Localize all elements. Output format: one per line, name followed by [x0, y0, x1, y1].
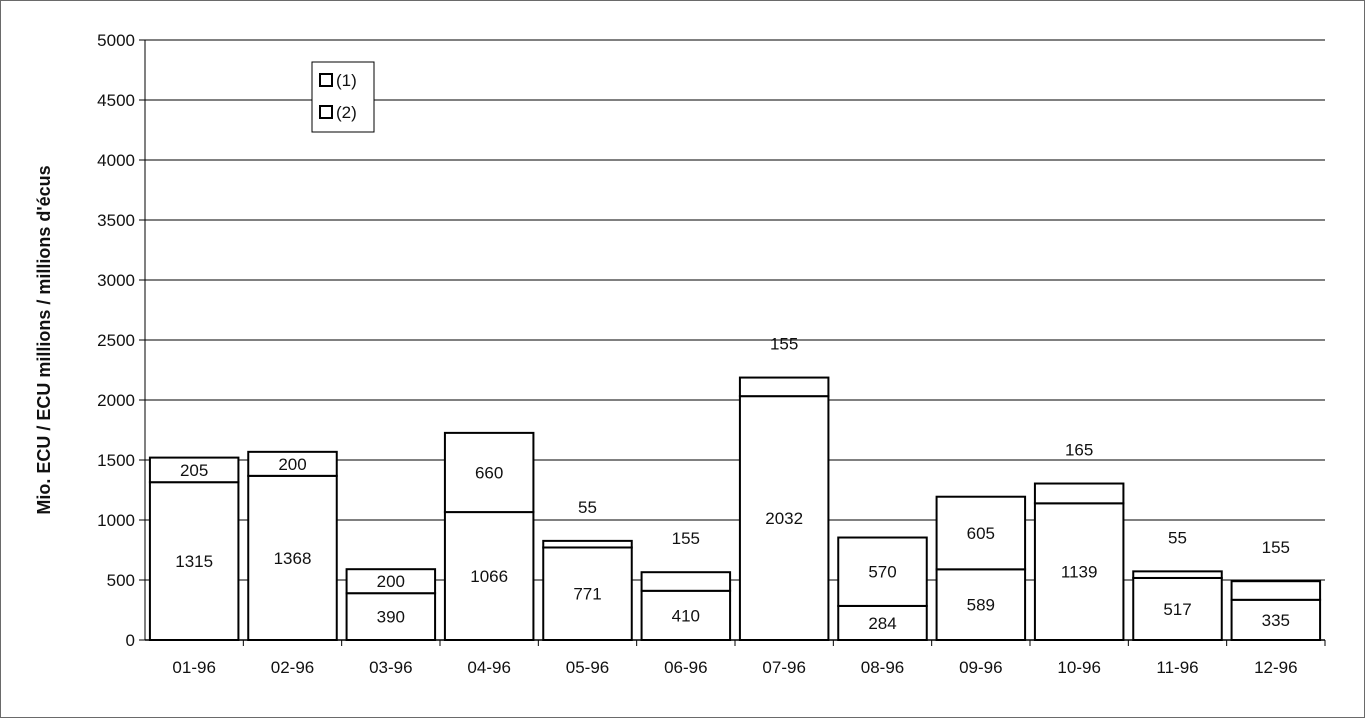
bar-series-2 [1230, 580, 1322, 601]
bar-series-2 [1132, 570, 1223, 579]
bar-series-1 [542, 546, 633, 641]
x-tick-label: 12-96 [1254, 658, 1297, 677]
data-label-series-1: 410 [672, 606, 700, 625]
bar-series-2 [1033, 482, 1125, 505]
x-tick-label: 10-96 [1057, 658, 1100, 677]
y-tick-label: 3500 [97, 211, 135, 230]
y-tick-label: 4500 [97, 91, 135, 110]
data-label-series-1: 771 [573, 585, 601, 604]
data-label-series-1: 589 [967, 596, 995, 615]
legend-swatch [319, 105, 333, 119]
y-tick-label: 0 [126, 631, 135, 650]
bar-series-2 [935, 495, 1027, 571]
data-label-series-1: 1066 [470, 567, 508, 586]
data-label-series-2: 55 [1168, 528, 1187, 547]
bar-series-1 [1230, 598, 1322, 641]
data-label-series-1: 1368 [274, 549, 312, 568]
data-label-series-1: 284 [868, 614, 896, 633]
x-tick-label: 04-96 [467, 658, 510, 677]
y-axis-label: Mio. ECU / ECU millions / millions d'écu… [34, 165, 54, 514]
x-tick-label: 07-96 [762, 658, 805, 677]
bar-series-2 [542, 539, 633, 549]
data-label-series-1: 2032 [765, 509, 803, 528]
legend-label: (1) [336, 71, 357, 90]
bar-series-2 [837, 536, 928, 607]
data-label-series-2: 155 [770, 335, 798, 354]
bar-series-2 [640, 571, 732, 592]
x-tick-label: 09-96 [959, 658, 1002, 677]
data-label-series-2: 660 [475, 463, 503, 482]
data-label-series-2: 155 [672, 529, 700, 548]
data-label-series-2: 165 [1065, 441, 1093, 460]
x-tick-label: 02-96 [271, 658, 314, 677]
y-tick-label: 500 [107, 571, 135, 590]
y-tick-label: 5000 [97, 31, 135, 50]
bar-series-1 [1033, 502, 1125, 641]
x-tick-label: 08-96 [861, 658, 904, 677]
bars: 1315 205 1368 200 390 200 1066 660 771 55 410 155 20… [148, 335, 1322, 642]
x-tick-label: 03-96 [369, 658, 412, 677]
y-tick-label: 2000 [97, 391, 135, 410]
data-label-series-2: 205 [180, 461, 208, 480]
x-tick-label: 01-96 [172, 658, 215, 677]
data-label-series-1: 1139 [1061, 563, 1098, 582]
bar-series-1 [247, 474, 338, 641]
legend-swatch [319, 73, 333, 87]
data-label-series-1: 390 [377, 608, 405, 627]
data-label-series-2: 55 [578, 498, 597, 517]
bar-series-2 [247, 450, 338, 477]
x-tick-label: 11-96 [1156, 658, 1198, 677]
y-tick-label: 1500 [97, 451, 135, 470]
x-tick-label: 06-96 [664, 658, 707, 677]
data-label-series-2: 155 [1262, 538, 1290, 557]
y-tick-label: 4000 [97, 151, 135, 170]
y-tick-label: 1000 [97, 511, 135, 530]
bar-series-1 [148, 481, 240, 642]
bar-series-2 [148, 456, 240, 484]
bar-series-2 [443, 431, 535, 514]
data-label-series-1: 335 [1262, 611, 1290, 630]
bar-series-2 [345, 568, 437, 595]
y-axis: 0 500 1000 1500 2000 2500 3000 3500 4000 4500 5000 [97, 31, 146, 650]
y-tick-label: 2500 [97, 331, 135, 350]
y-tick-label: 3000 [97, 271, 135, 290]
x-axis: 01-96 02-96 03-96 04-96 05-96 06-96 07-96 08-96… [145, 639, 1326, 677]
data-label-series-2: 570 [868, 563, 896, 582]
x-tick-label: 05-96 [566, 658, 609, 677]
data-label-series-1: 517 [1163, 600, 1191, 619]
legend: (1) (2) [311, 61, 375, 133]
data-label-series-2: 200 [278, 455, 306, 474]
bar-series-1 [345, 592, 437, 642]
data-label-series-2: 200 [377, 572, 405, 591]
data-label-series-1: 1315 [175, 552, 213, 571]
data-label-series-2: 605 [967, 524, 995, 543]
legend-label: (2) [336, 103, 357, 122]
bar-series-2 [738, 376, 830, 398]
